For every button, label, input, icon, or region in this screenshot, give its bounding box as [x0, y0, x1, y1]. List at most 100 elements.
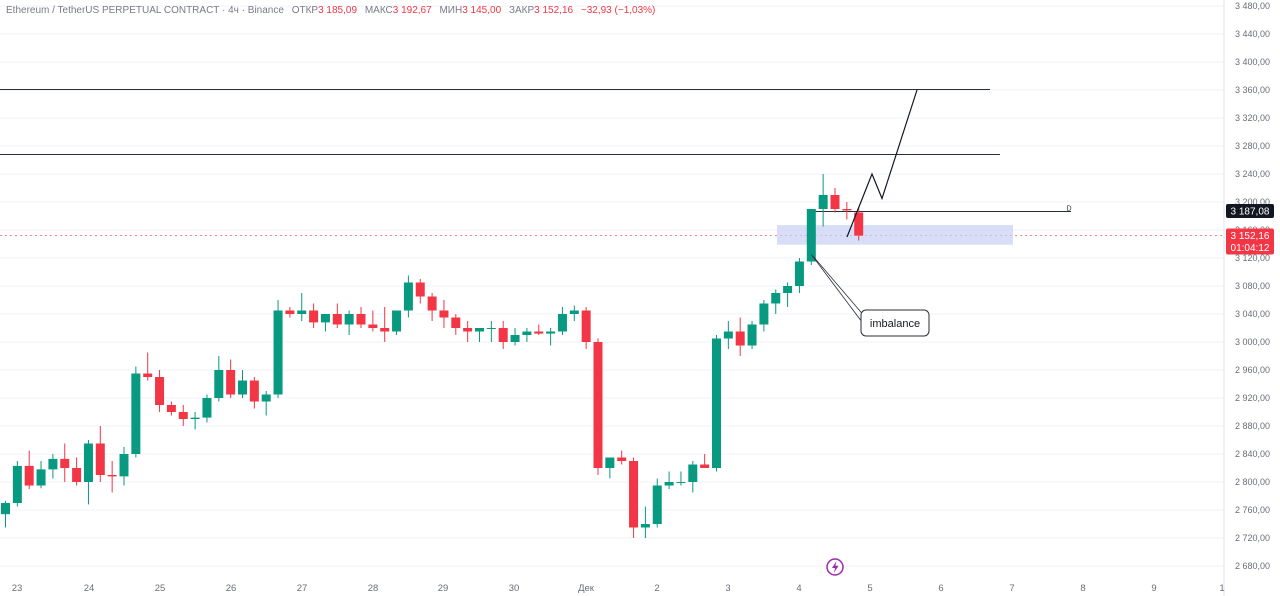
candle-down — [155, 377, 165, 405]
candle-down — [498, 328, 508, 342]
time-tick-label: 4 — [796, 583, 801, 594]
candle-up — [273, 310, 283, 395]
candle-down — [178, 412, 188, 419]
candles — [1, 174, 864, 538]
candle-up — [320, 314, 330, 323]
candle-up — [712, 338, 721, 468]
time-tick-label: 3 — [725, 583, 730, 594]
candle-up — [190, 417, 200, 419]
candle-up — [664, 482, 674, 486]
candle-up — [344, 314, 354, 325]
imbalance-zone[interactable] — [777, 225, 1013, 245]
candle-up — [652, 485, 662, 524]
drawings[interactable]: imbalance — [810, 89, 930, 576]
symbol-title[interactable]: Ethereum / TetherUS PERPETUAL CONTRACT — [6, 5, 220, 16]
time-tick-label: 2 — [654, 583, 659, 594]
last-price-label: 3 152,16 — [1231, 231, 1270, 242]
price-tick-label: 3 200,00 — [1235, 197, 1270, 207]
candle-down — [593, 342, 603, 468]
price-tick-label: 2 680,00 — [1235, 561, 1270, 571]
projection-path[interactable] — [846, 89, 918, 238]
candle-up — [486, 328, 496, 329]
candle-down — [439, 310, 449, 318]
imbalance-callout[interactable] — [860, 309, 930, 337]
time-tick-label: 28 — [368, 583, 379, 594]
low-label: МИН — [439, 5, 463, 16]
price-tick-label: 3 440,00 — [1235, 29, 1270, 39]
countdown-label: 01:04:12 — [1231, 243, 1270, 254]
timeframe-label[interactable]: 4ч — [228, 5, 239, 16]
candle-down — [107, 475, 117, 477]
candle-up — [1, 503, 10, 515]
time-tick-label: 1 — [1219, 583, 1224, 594]
candle-down — [854, 212, 864, 236]
candle-up — [510, 335, 520, 342]
candle-up — [759, 303, 769, 325]
candle-down — [700, 464, 710, 468]
high-label: МАКС — [364, 5, 393, 16]
candle-down — [415, 282, 425, 297]
time-tick-label: 23 — [12, 583, 23, 594]
low-value: 3 145,00 — [462, 5, 502, 16]
price-tick-label: 3 400,00 — [1235, 57, 1270, 67]
candle-up — [747, 324, 757, 346]
candle-down — [830, 195, 840, 209]
open-label: ОТКР — [291, 5, 319, 16]
candle-down — [581, 310, 591, 342]
level-lines: D — [0, 89, 1224, 236]
lightning-icon[interactable] — [826, 558, 844, 576]
candle-down — [368, 324, 378, 328]
symbol-header: Ethereum / TetherUS PERPETUAL CONTRACT ·… — [6, 5, 656, 16]
candle-up — [119, 454, 129, 477]
candle-up — [297, 310, 307, 314]
time-axis[interactable]: 23 24 25 26 27 28 29 30 Дек 2 3 4 5 6 7 8 9 1 — [12, 583, 1225, 594]
candle-down — [166, 405, 176, 412]
time-tick-label: 8 — [1080, 583, 1085, 594]
callout-leader — [812, 256, 867, 319]
price-tick-label: 2 760,00 — [1235, 505, 1270, 515]
candle-up — [403, 282, 413, 311]
candle-up — [48, 458, 58, 470]
time-tick-label: 5 — [867, 583, 872, 594]
candle-up — [688, 464, 698, 482]
candle-up — [818, 195, 828, 209]
candle-down — [332, 314, 342, 325]
candle-up — [36, 469, 46, 486]
price-tick-label: 3 280,00 — [1235, 141, 1270, 151]
price-tick-label: 2 880,00 — [1235, 421, 1270, 431]
price-tick-label: 3 320,00 — [1235, 113, 1270, 123]
candle-up — [261, 394, 271, 402]
time-tick-label: 7 — [1009, 583, 1014, 594]
candle-up — [771, 293, 781, 304]
time-tick-label: 25 — [155, 583, 166, 594]
price-tick-label: 3 080,00 — [1235, 281, 1270, 291]
candle-down — [463, 328, 473, 332]
price-tick-label: 3 120,00 — [1235, 253, 1270, 263]
candle-down — [735, 331, 745, 346]
candle-down — [427, 296, 437, 311]
candle-down — [534, 331, 544, 334]
candle-down — [72, 468, 82, 482]
close-value: 3 152,16 — [534, 5, 574, 16]
level-price-tag — [1226, 204, 1274, 219]
time-tick-label: 24 — [84, 583, 95, 594]
price-tick-label: 3 000,00 — [1235, 337, 1270, 347]
price-tick-label: 3 240,00 — [1235, 169, 1270, 179]
exchange-label: Binance — [247, 5, 284, 16]
candle-up — [238, 380, 247, 395]
imbalance-zone-rect[interactable] — [777, 225, 1013, 245]
price-tick-label: 2 920,00 — [1235, 393, 1270, 403]
candle-up — [783, 286, 793, 293]
price-axis-background — [1224, 0, 1280, 596]
candle-up — [676, 482, 686, 483]
price-axis[interactable]: 3 480,00 3 440,00 3 400,00 3 360,00 3 320,00… — [1223, 0, 1280, 596]
candle-down — [24, 465, 34, 486]
change-value: −32,93 (−1,03%) — [580, 5, 656, 16]
candle-down — [842, 209, 852, 211]
candle-up — [640, 524, 650, 528]
candle-down — [380, 328, 390, 332]
time-tick-label: 29 — [438, 583, 449, 594]
candle-down — [60, 458, 70, 468]
